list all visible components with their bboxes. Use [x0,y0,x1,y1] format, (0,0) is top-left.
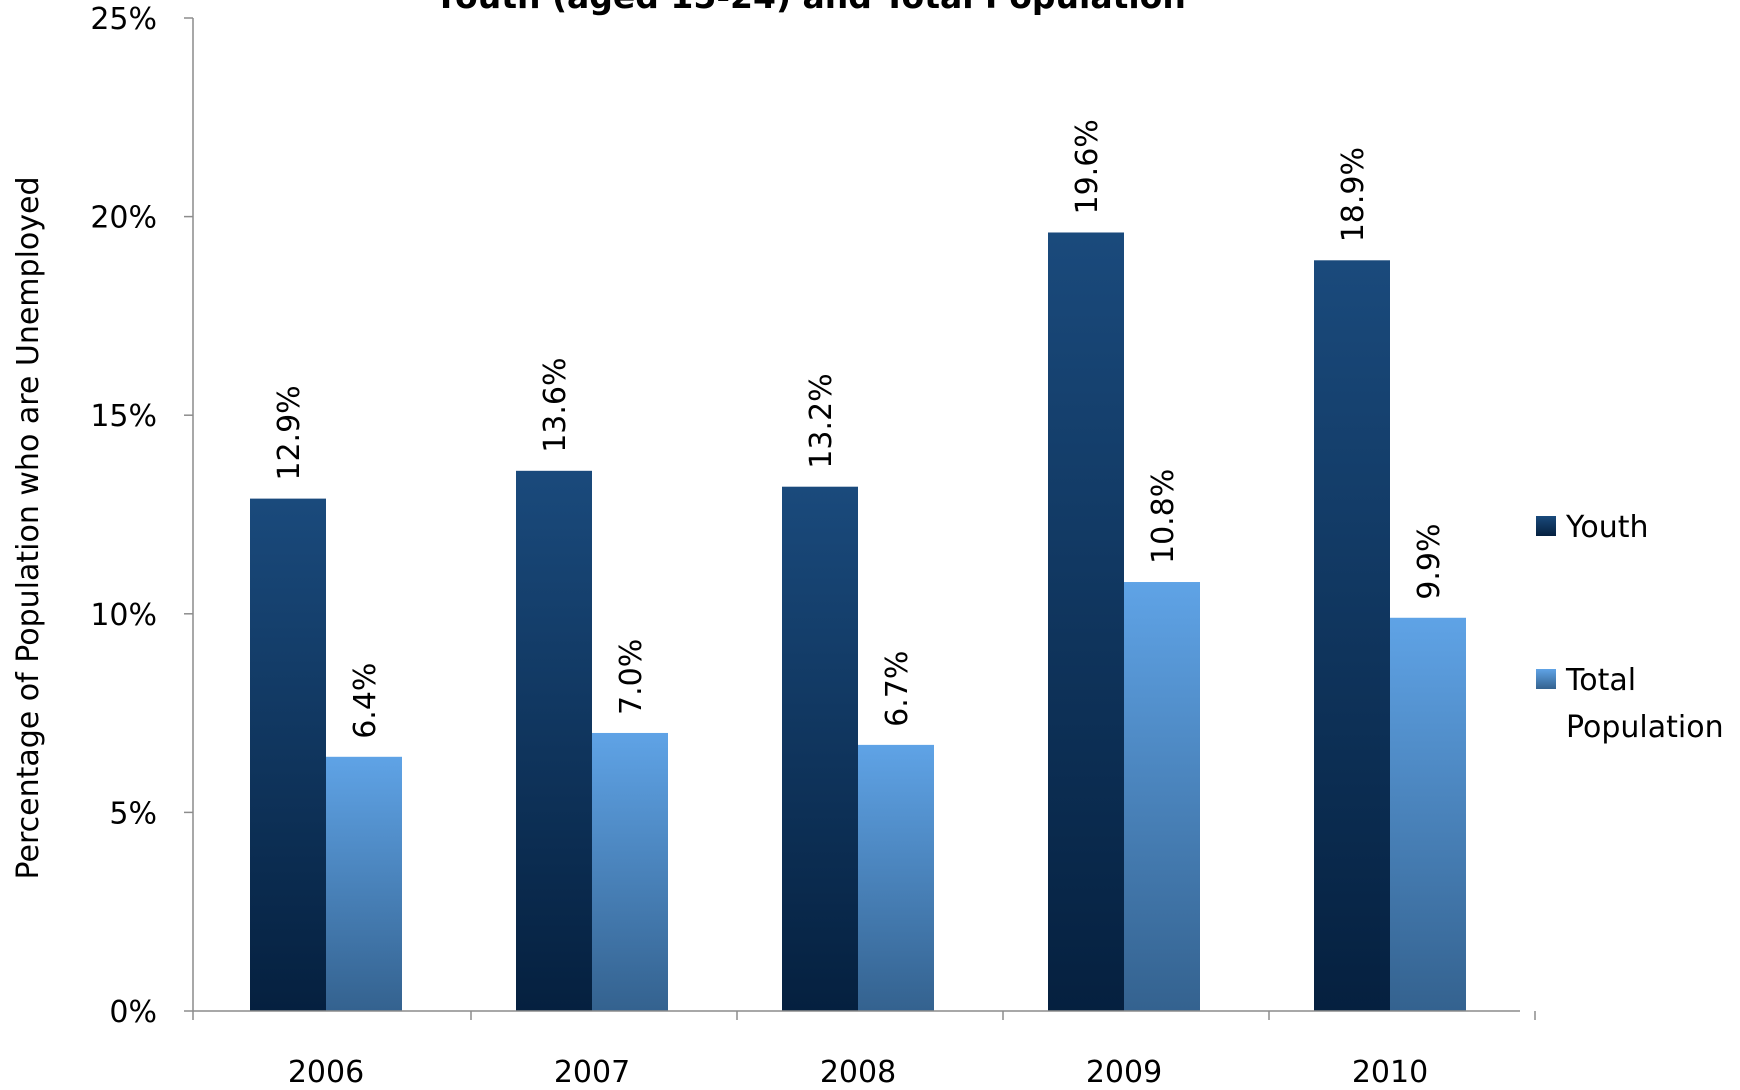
data-label: 6.7% [880,651,915,727]
y-tick-label: 5% [109,796,157,831]
legend-swatch [1536,669,1556,689]
data-label: 7.0% [614,639,649,715]
legend-label: Total [1565,663,1636,698]
x-tick-label: 2008 [820,1055,896,1086]
bar-youth-2007 [516,470,592,1012]
legend: Youth Total Population [1536,510,1724,745]
data-labels-group: 12.9% 6.4% 13.6% 7.0% 13.2% 6.7% 19.6% 10.8% 18.… [272,119,1447,739]
x-tick-label: 2010 [1352,1055,1428,1086]
data-label: 18.9% [1336,147,1371,242]
legend-swatch [1536,516,1556,536]
legend-label: Population [1566,710,1724,745]
bar-youth-2009 [1048,232,1124,1011]
x-tick-label: 2009 [1086,1055,1162,1086]
chart-title: Youth (aged 15-24) and Total Population [433,0,1186,16]
data-label: 13.2% [804,373,839,468]
y-tick-label: 25% [90,2,157,37]
bar-youth-2006 [250,498,326,1011]
y-tick-label: 20% [90,201,157,236]
bar-total-population-2006 [326,756,402,1011]
legend-label: Youth [1565,510,1649,545]
x-axis-ticks: 2006 2007 2008 2009 2010 [192,1011,1536,1090]
bar-youth-2008 [782,486,858,1011]
y-axis-label: Percentage of Population who are Unemplo… [11,176,46,879]
x-tick-label: 2007 [554,1055,630,1086]
bars-group [250,232,1466,1012]
data-label: 13.6% [538,357,573,452]
data-label: 6.4% [348,663,383,739]
bar-youth-2010 [1314,260,1390,1011]
y-tick-label: 15% [90,399,157,434]
data-label: 19.6% [1070,119,1105,214]
data-label: 10.8% [1146,469,1181,564]
data-label: 9.9% [1412,524,1447,600]
y-tick-label: 0% [109,995,157,1030]
y-tick-label: 10% [90,598,157,633]
bar-total-population-2008 [858,744,934,1011]
data-label: 12.9% [272,385,307,480]
y-axis-ticks: 0% 5% 10% 15% 20% 25% [90,2,193,1030]
bar-total-population-2007 [592,732,668,1011]
bar-total-population-2009 [1124,582,1200,1011]
x-tick-label: 2006 [288,1055,364,1086]
bar-total-population-2010 [1390,617,1466,1011]
